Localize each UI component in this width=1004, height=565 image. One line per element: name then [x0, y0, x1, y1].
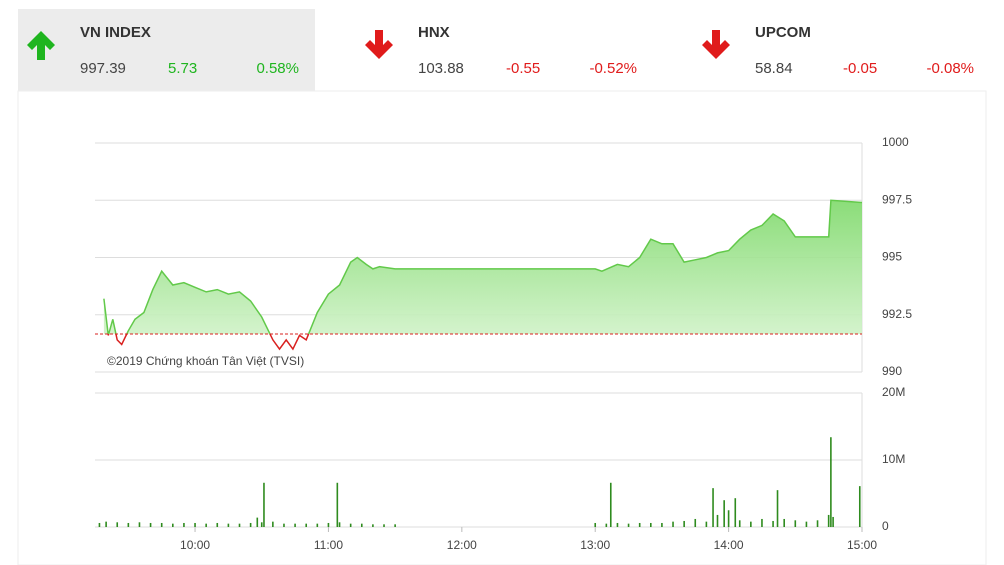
volume-bar [263, 482, 265, 527]
volume-bar [149, 522, 152, 527]
volume-bar [216, 522, 219, 527]
volume-bar [616, 522, 619, 527]
volume-bar [734, 498, 737, 527]
volume-bar [249, 522, 252, 527]
volume-bar [661, 522, 663, 527]
volume-bar [127, 522, 130, 527]
x-tick-label: 14:00 [714, 538, 744, 552]
index-name: HNX [418, 24, 450, 41]
volume-bar [338, 522, 341, 527]
volume-bar [672, 521, 674, 527]
volume-bar [716, 514, 719, 527]
volume-bar [256, 517, 259, 527]
volume-bar [738, 520, 741, 527]
index-value: 58.84 [755, 60, 793, 77]
volume-bar [98, 522, 101, 527]
volume-bar [205, 523, 207, 527]
volume-bar [327, 522, 330, 527]
direction-arrow [27, 31, 55, 60]
volume-bar [832, 516, 834, 527]
x-tick-label: 11:00 [314, 538, 343, 552]
y-tick-label: 992.5 [882, 307, 912, 321]
volume-bar [638, 522, 641, 527]
y-tick-label: 995 [882, 250, 902, 264]
y-tick-label: 997.5 [882, 192, 912, 206]
index-box[interactable]: HNX 103.88 -0.55 -0.52% [365, 24, 637, 77]
volume-bar [294, 523, 296, 527]
volume-bar [116, 522, 119, 527]
index-change: -0.05 [843, 60, 877, 77]
area [103, 200, 862, 334]
volume-bar [627, 523, 630, 527]
index-percent: 0.58% [256, 60, 299, 77]
index-value: 997.39 [80, 60, 126, 77]
x-tick-label: 15:00 [847, 538, 877, 552]
direction-arrow [702, 30, 730, 59]
y-tick-label: 990 [882, 364, 902, 378]
index-change: 5.73 [168, 60, 197, 77]
y-tick-label: 0 [882, 519, 889, 533]
volume-bar [372, 524, 374, 527]
volume-bar [705, 521, 708, 527]
x-tick-label: 10:00 [180, 538, 210, 552]
volume-bar [360, 523, 363, 527]
volume-bar [772, 520, 774, 527]
volume-bar [594, 522, 597, 527]
volume-bar [272, 521, 274, 527]
volume-bar [283, 523, 285, 527]
volume-bar [727, 510, 730, 527]
direction-arrow [365, 30, 393, 59]
volume-bar [858, 486, 861, 527]
x-tick-label: 12:00 [447, 538, 477, 552]
price-line [103, 199, 862, 334]
index-change: -0.55 [506, 60, 540, 77]
index-name: UPCOM [755, 24, 811, 41]
index-box[interactable]: VN INDEX 997.39 5.73 0.58% [27, 24, 299, 77]
volume-bar [761, 518, 763, 527]
volume-bar [160, 522, 163, 527]
volume-bar [830, 437, 832, 527]
volume-bar [305, 523, 308, 527]
y-tick-label: 1000 [882, 135, 909, 149]
volume-bar [260, 522, 263, 527]
volume-bar [183, 522, 185, 527]
index-box[interactable]: UPCOM 58.84 -0.05 -0.08% [702, 24, 974, 77]
volume-bar [383, 524, 385, 527]
index-percent: -0.52% [589, 60, 637, 77]
volume-bar [712, 488, 714, 527]
volume-bar [605, 523, 608, 527]
index-percent: -0.08% [926, 60, 974, 77]
volume-bar [238, 523, 241, 527]
volume-bar [805, 521, 808, 527]
volume-bar [683, 520, 685, 527]
y-tick-label: 10M [882, 452, 905, 466]
volume-bar [816, 520, 819, 527]
volume-bar [783, 518, 785, 527]
volume-bar [694, 518, 697, 527]
volume-bar [194, 522, 196, 527]
copyright: ©2019 Chứng khoán Tân Việt (TVSI) [107, 354, 304, 368]
volume-bar [609, 482, 612, 527]
volume-bar [105, 521, 107, 527]
volume-bar [316, 523, 319, 527]
volume-bar [794, 520, 797, 527]
volume-bar [750, 521, 752, 527]
volume-bar [336, 482, 339, 527]
index-name: VN INDEX [80, 24, 151, 41]
volume-bar [827, 514, 830, 527]
y-tick-label: 20M [882, 385, 905, 399]
volume-bar [723, 500, 725, 527]
active-index-bg [18, 9, 315, 91]
volume-bar [394, 524, 396, 527]
volume-bar [349, 523, 352, 527]
x-tick-label: 13:00 [580, 538, 610, 552]
index-value: 103.88 [418, 60, 464, 77]
volume-bar [138, 522, 141, 527]
volume-bar [776, 490, 779, 527]
volume-bar [649, 522, 652, 527]
volume-bar [172, 523, 174, 527]
volume-bar [227, 523, 230, 527]
